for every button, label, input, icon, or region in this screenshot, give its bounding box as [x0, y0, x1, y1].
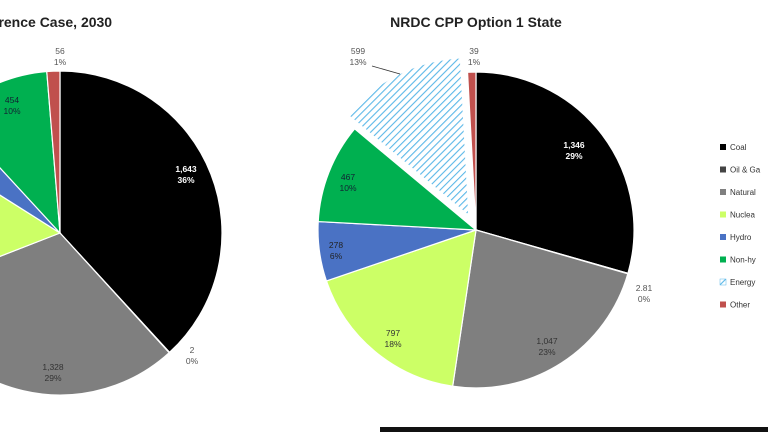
- legend-swatch-nuclear: [720, 211, 726, 218]
- slice-other: [466, 71, 477, 231]
- slice-non-hydro: [0, 70, 61, 235]
- leader-line: [371, 65, 401, 75]
- value-label-nuclear: 797: [386, 328, 400, 338]
- divider: [380, 427, 768, 432]
- pct-label-nuclear: 18%: [384, 339, 401, 349]
- slice-hydro: [0, 167, 61, 234]
- pct-label-coal: 36%: [177, 175, 194, 185]
- value-label-natural-gas: 1,328: [42, 362, 64, 372]
- legend-label-energy-efficiency: Energy: [730, 278, 755, 287]
- value-label-energy-efficiency: 599: [351, 46, 365, 56]
- value-label-hydro: 278: [329, 240, 343, 250]
- pct-label-energy-efficiency: 13%: [349, 57, 366, 67]
- pct-label-natural-gas: 29%: [44, 373, 61, 383]
- slice-natural-gas: [0, 232, 171, 396]
- slice-nuclear: [0, 194, 62, 258]
- pct-label-other: 1%: [54, 57, 67, 67]
- legend-swatch-other: [720, 301, 726, 308]
- pct-label-oil-gas: 0%: [186, 356, 199, 366]
- legend-swatch-energy-efficiency: [719, 278, 727, 286]
- value-label-natural-gas: 1,047: [536, 336, 558, 346]
- legend-label-nuclear: Nuclea: [730, 211, 755, 220]
- legend-swatch-hydro: [720, 234, 726, 240]
- legend-label-hydro: Hydro: [730, 233, 752, 242]
- pct-label-non-hydro: 10%: [339, 183, 356, 193]
- value-label-coal: 1,346: [563, 140, 585, 150]
- legend-label-non-hydro: Non-hy: [730, 256, 756, 265]
- value-label-non-hydro: 467: [341, 172, 355, 182]
- value-label-other: 39: [469, 46, 479, 56]
- legend: Coal Oil & Ga Natural Nuclea Hydro Non-hy Ener…: [719, 143, 761, 310]
- legend-label-oil-gas: Oil & Ga: [730, 166, 761, 175]
- legend-swatch-non-hydro: [720, 256, 726, 263]
- slice-non-hydro: [317, 128, 478, 231]
- slice-coal: [475, 71, 635, 275]
- value-label-coal: 1,643: [175, 164, 197, 174]
- legend-swatch-coal: [720, 144, 726, 150]
- legend-label-other: Other: [730, 301, 750, 310]
- value-label-oil-gas: 2: [190, 345, 195, 355]
- pct-label-non-hydro: 10%: [3, 106, 20, 116]
- legend-swatch-natural-gas: [720, 189, 726, 195]
- pct-label-other: 1%: [468, 57, 481, 67]
- right-chart-title: NRDC CPP Option 1 State: [390, 14, 562, 30]
- legend-label-natural-gas: Natural: [730, 188, 756, 197]
- slice-coal: [59, 70, 223, 354]
- value-label-oil-gas: 2.81: [636, 283, 653, 293]
- slice-energy-efficiency: [346, 57, 470, 218]
- pct-label-oil-gas: 0%: [638, 294, 651, 304]
- left-chart-title: ference Case, 2030: [0, 14, 112, 30]
- pct-label-hydro: 6%: [330, 251, 343, 261]
- slice-nuclear: [325, 229, 477, 387]
- slice-natural-gas: [451, 229, 629, 389]
- value-label-non-hydro: 454: [5, 95, 19, 105]
- legend-swatch-oil-gas: [720, 166, 726, 173]
- pct-label-natural-gas: 23%: [538, 347, 555, 357]
- legend-label-coal: Coal: [730, 143, 747, 152]
- value-label-other: 56: [55, 46, 65, 56]
- slice-other: [46, 70, 61, 234]
- pct-label-coal: 29%: [565, 151, 582, 161]
